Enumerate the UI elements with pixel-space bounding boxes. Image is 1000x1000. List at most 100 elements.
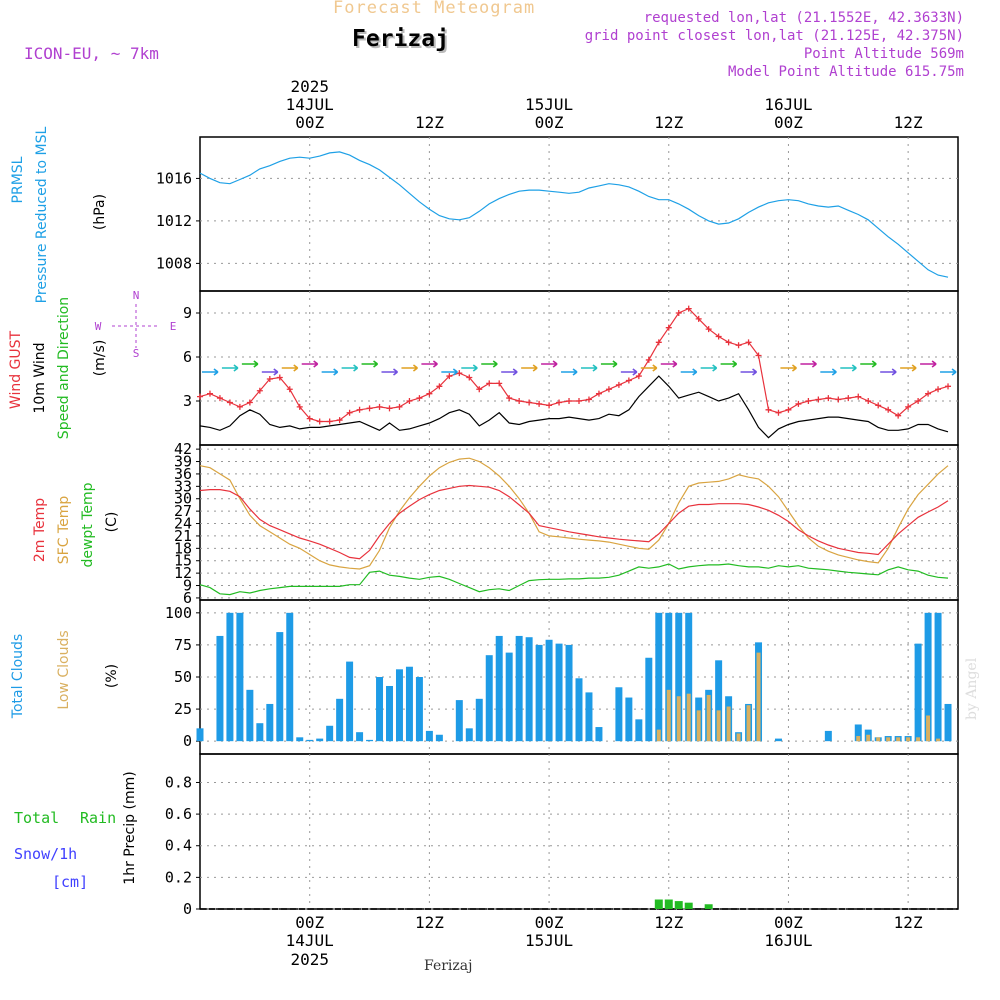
total-cloud-bar [595,727,603,742]
total-cloud-bar [356,732,364,742]
total-cloud-bar [395,669,403,742]
y-tick-label: 6 [183,348,192,366]
temp-title-3: dewpt Temp [80,482,96,567]
temp-title-2: SFC Temp [56,496,72,565]
gust-line-marker [885,406,892,413]
precip-title-3: [cm] [52,873,88,891]
total-cloud-bar [196,728,204,742]
bottom-time-label: 12Z [894,913,923,932]
wind-direction-arrow [421,360,438,368]
total-cloud-bar [485,655,493,742]
gust-line-marker [925,390,932,397]
total-cloud-bar [934,612,942,742]
gust-line-marker [466,374,473,381]
bottom-time-label: 00Z [295,913,324,932]
total-cloud-bar [236,612,244,742]
total-cloud-bar [435,734,443,742]
gust-line-marker [785,406,792,413]
gust-line-marker [296,403,303,410]
gust-line-marker [595,390,602,397]
y-tick-label: 24 [174,515,192,533]
rain-bar [684,902,693,909]
y-tick-label: 1016 [156,169,192,187]
precip-unit: 1hr Precip (mm) [122,771,138,884]
rain-bar [654,899,663,909]
compass-n: N [133,289,140,302]
y-tick-label: 0 [183,900,192,918]
total-cloud-bar [645,657,653,742]
gust-line-marker [426,390,433,397]
wind-direction-arrow [740,368,758,376]
gust-line-marker [835,396,842,403]
y-tick-label: 39 [174,453,192,471]
wind-direction-arrow [281,364,299,372]
low-cloud-bar [906,737,911,742]
total-cloud-bar [366,739,374,742]
wind-direction-arrow [660,360,678,368]
wind-direction-arrow [700,364,718,372]
wind-direction-arrow [501,368,518,376]
low-cloud-bar [676,696,681,742]
wind-direction-arrow [381,368,398,376]
gust-line-marker [436,383,443,390]
gust-line-marker [755,352,762,359]
wind-title-3: Speed and Direction [56,297,72,439]
gust-line-marker [526,399,533,406]
low-cloud-bar [686,693,691,742]
gust-line-marker [665,324,672,331]
bottom-time-label: 12Z [654,913,683,932]
wind-direction-arrow [481,360,498,368]
gust-line-marker [486,380,493,387]
bottom-date-label: 16JUL [764,931,812,950]
y-tick-label: 100 [165,604,192,622]
gust-line-marker [715,333,722,340]
precip-title-1b: Rain [80,809,116,827]
gust-line-marker [805,398,812,404]
wind-direction-arrow [860,360,877,368]
gust-line-marker [735,342,742,349]
wind-speed-line [199,375,949,439]
footer-location: Ferizaj [424,958,473,974]
y-tick-label: 6 [183,589,192,607]
low-cloud-bar [936,738,941,742]
y-tick-label: 21 [174,527,192,545]
wind-unit: (m/s) [92,340,108,377]
total-cloud-bar [495,635,503,742]
2m-temp-line [199,484,949,560]
gust-line-marker [197,393,203,400]
wind-direction-arrow [940,368,957,376]
low-cloud-bar [736,733,741,742]
total-cloud-bar [545,639,553,742]
y-tick-label: 50 [174,668,192,686]
gust-line-marker [496,380,503,387]
wind-title-1: Wind GUST [8,330,24,409]
total-cloud-bar [635,719,643,742]
gust-line-marker [615,381,622,388]
top-date-label: 16JUL [764,95,812,114]
rain-bar [704,904,713,909]
gust-line-marker [216,395,223,402]
requested-coords: requested lon,lat (21.1552E, 42.3633N) [643,10,964,26]
precip-title-1: Total [14,809,59,827]
gust-line-marker [316,418,323,425]
total-cloud-bar [246,689,254,742]
model-name: ICON-EU, ~ 7km [24,44,159,63]
wind-direction-arrow [680,368,698,376]
total-cloud-bar [266,703,274,742]
gust-line-marker [945,383,952,390]
y-tick-label: 42 [174,440,192,458]
y-tick-label: 27 [174,502,192,520]
low-cloud-bar [726,706,731,742]
total-cloud-bar [276,632,284,742]
total-cloud-bar [376,677,384,742]
location-title: Ferizaj [352,26,449,52]
gust-line-marker [336,417,343,424]
gust-line-marker [935,386,942,393]
dewpt-line [199,563,949,596]
gust-line-marker [456,370,463,377]
total-cloud-bar [535,644,543,742]
total-cloud-bar [256,723,264,742]
y-tick-label: 9 [183,577,192,595]
gust-line-marker [556,399,563,406]
total-cloud-bar [475,698,483,742]
